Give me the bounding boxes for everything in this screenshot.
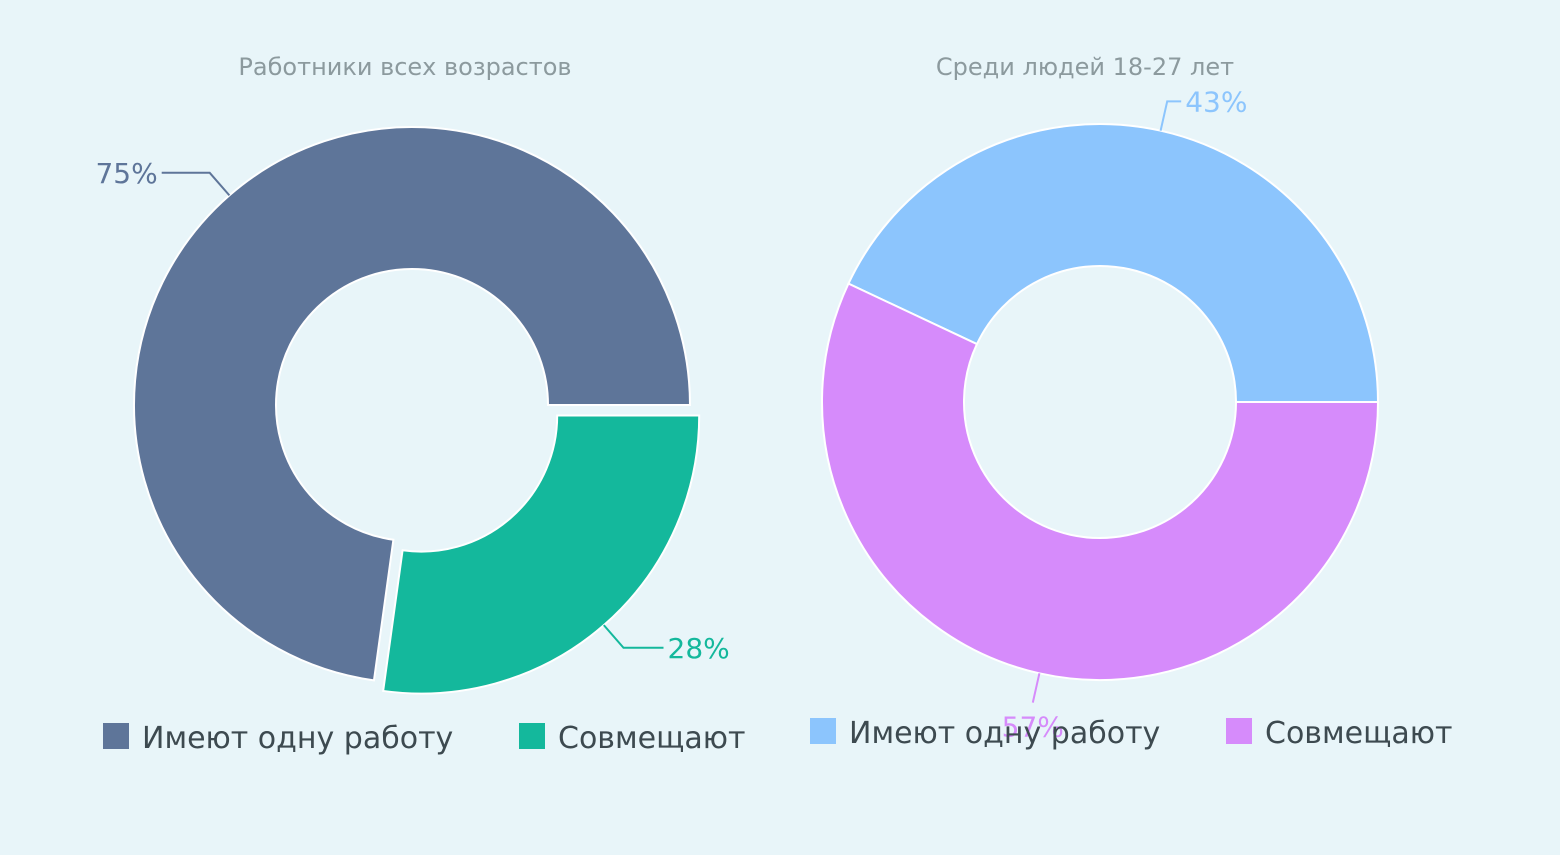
legend: Имеют одну работу Совмещают [103, 721, 745, 756]
slice-single-job[interactable] [847, 123, 1380, 403]
leader-line [603, 624, 664, 649]
legend-label: Имеют одну работу [849, 716, 1160, 751]
legend-swatch [519, 723, 545, 749]
donut-chart-18-27: Среди людей 18-27 лет 43% 57% Имеют одну… [810, 53, 1452, 751]
leader-line [1031, 673, 1041, 703]
legend-swatch [810, 718, 836, 744]
legend-label: Совмещают [1265, 716, 1452, 751]
data-label: 28% [668, 632, 730, 665]
legend-swatch [1226, 718, 1252, 744]
legend: Имеют одну работу Совмещают [810, 716, 1452, 751]
data-label: 43% [1185, 85, 1247, 118]
leader-line [161, 171, 231, 197]
legend-label: Совмещают [558, 721, 745, 756]
slice-combine-jobs[interactable] [821, 282, 1380, 681]
data-label: 75% [95, 157, 157, 190]
slice-single-job[interactable] [133, 126, 692, 682]
chart-title: Работники всех возрастов [238, 53, 571, 81]
data-label: 57% [1002, 711, 1064, 744]
donut-chart-all-ages: Работники всех возрастов 75% 28% Имеют о… [95, 53, 745, 756]
legend-swatch [103, 723, 129, 749]
leader-line [1159, 100, 1182, 131]
chart-title: Среди людей 18-27 лет [936, 53, 1234, 81]
slice-combine-jobs[interactable] [382, 414, 701, 695]
legend-label: Имеют одну работу [142, 721, 453, 756]
